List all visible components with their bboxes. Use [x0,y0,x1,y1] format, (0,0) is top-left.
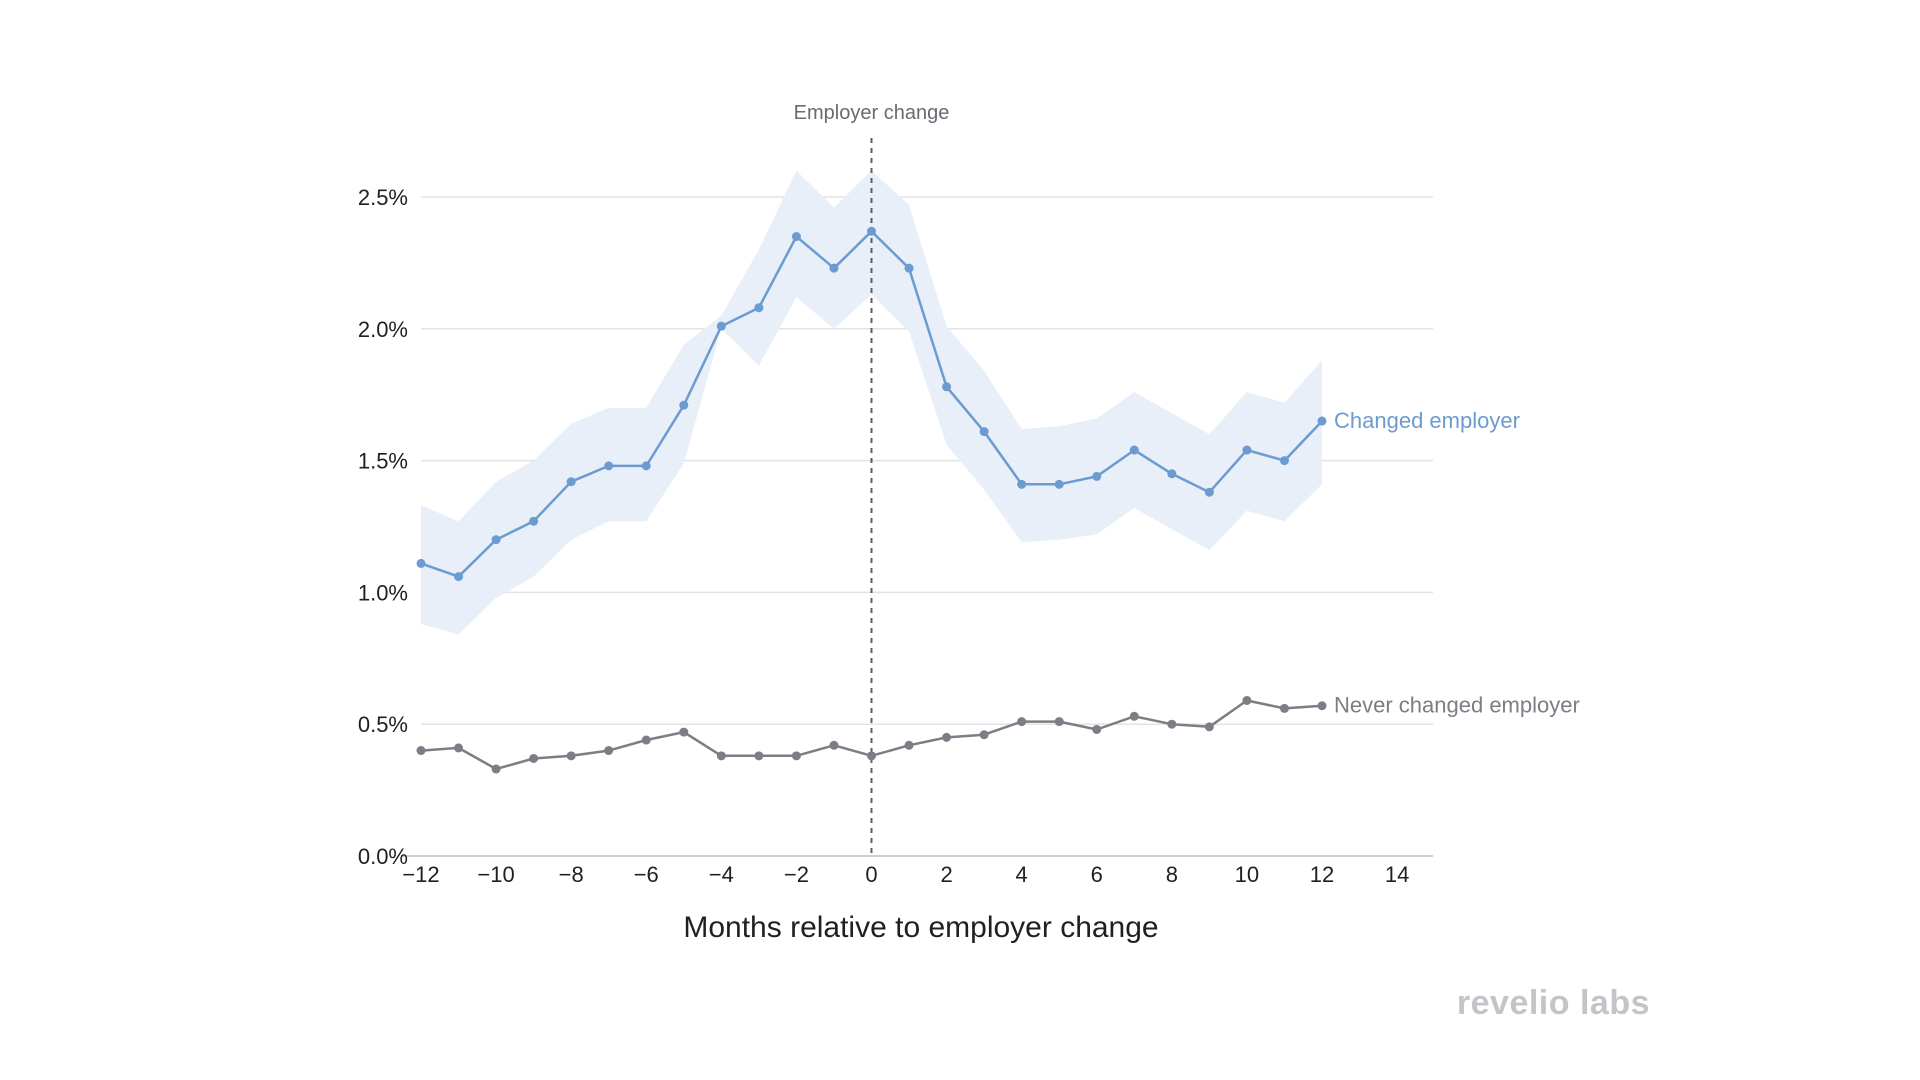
revelio-labs-logo: revelio labs [1457,984,1650,1022]
logo-text: revelio labs [1457,984,1650,1022]
data-point [867,751,876,761]
x-tick-label: 8 [1166,862,1178,887]
x-tick-label: −6 [634,862,659,887]
data-point [604,461,614,471]
data-point [1167,469,1177,479]
data-point [1242,695,1252,705]
x-tick-label: −12 [402,862,439,887]
x-tick-label: 6 [1091,862,1103,887]
data-point [529,516,539,526]
data-point [716,751,726,761]
data-point [491,535,501,545]
data-point [491,764,501,774]
series-1: Never changed employer [416,693,1580,774]
data-point [1054,717,1064,727]
data-point [904,740,914,750]
data-point [566,477,576,487]
axes: −12 −10 −8 −6 −4 −2 0 2 4 6 8 10 12 14 0.0% 0.5% 1.0% 1.… [358,185,1433,944]
data-point [641,461,651,471]
data-point [1279,703,1289,713]
data-point [791,751,801,761]
data-point [979,730,989,740]
data-point [791,232,801,242]
series-label: Changed employer [1334,408,1520,433]
data-point [1242,445,1252,455]
x-tick-label: −8 [559,862,584,887]
data-point [454,572,464,582]
data-point [641,735,651,745]
x-tick-label: 12 [1310,862,1334,887]
data-point [1317,701,1327,711]
data-point [1317,416,1327,426]
x-axis-label: Months relative to employer change [683,911,1158,944]
data-point [416,558,426,568]
y-tick-label: 1.0% [358,580,408,605]
x-tick-label: −2 [784,862,809,887]
series-label: Never changed employer [1334,693,1580,718]
x-tick-label: −4 [709,862,734,887]
series-0: Changed employer [416,226,1520,582]
data-point [604,746,614,756]
data-point [829,263,839,273]
data-point [754,751,764,761]
y-axis-ticks: 0.0% 0.5% 1.0% 1.5% 2.0% 2.5% [358,185,408,869]
data-point [529,753,539,763]
data-point [1092,471,1102,481]
data-point [1129,711,1139,721]
data-point [679,727,689,737]
data-point [679,400,689,410]
y-tick-label: 0.0% [358,844,408,869]
confidence-band-layer [421,170,1322,635]
data-point [1092,724,1102,734]
data-point [979,427,989,437]
x-axis-ticks: −12 −10 −8 −6 −4 −2 0 2 4 6 8 10 12 14 [402,862,1409,887]
x-tick-label: 2 [940,862,952,887]
x-tick-label: 4 [1016,862,1028,887]
data-point [904,263,914,273]
x-tick-label: 10 [1235,862,1259,887]
confidence-band [421,170,1322,635]
x-tick-label: 14 [1385,862,1409,887]
data-point [566,751,576,761]
data-point [1167,719,1177,729]
y-tick-label: 1.5% [358,449,408,474]
data-point [1017,717,1027,727]
employer-change-label: Employer change [794,102,950,124]
data-point [1279,456,1289,466]
data-point [454,743,464,753]
data-point [1017,479,1027,489]
data-point [1129,445,1139,455]
y-tick-label: 2.5% [358,185,408,210]
data-point [942,732,952,742]
data-point [1054,479,1064,489]
x-tick-label: 0 [865,862,877,887]
data-point [867,226,876,236]
data-point [942,382,952,392]
data-point [716,321,726,331]
annotation-layer: Employer change [794,102,950,856]
data-point [1204,722,1214,732]
y-tick-label: 0.5% [358,712,408,737]
data-point [829,740,839,750]
y-tick-label: 2.0% [358,317,408,342]
series-layer: Changed employer Never changed employer [416,226,1580,774]
data-point [1204,487,1214,497]
x-tick-label: −10 [477,862,514,887]
data-point [416,746,426,756]
data-point [754,303,764,313]
